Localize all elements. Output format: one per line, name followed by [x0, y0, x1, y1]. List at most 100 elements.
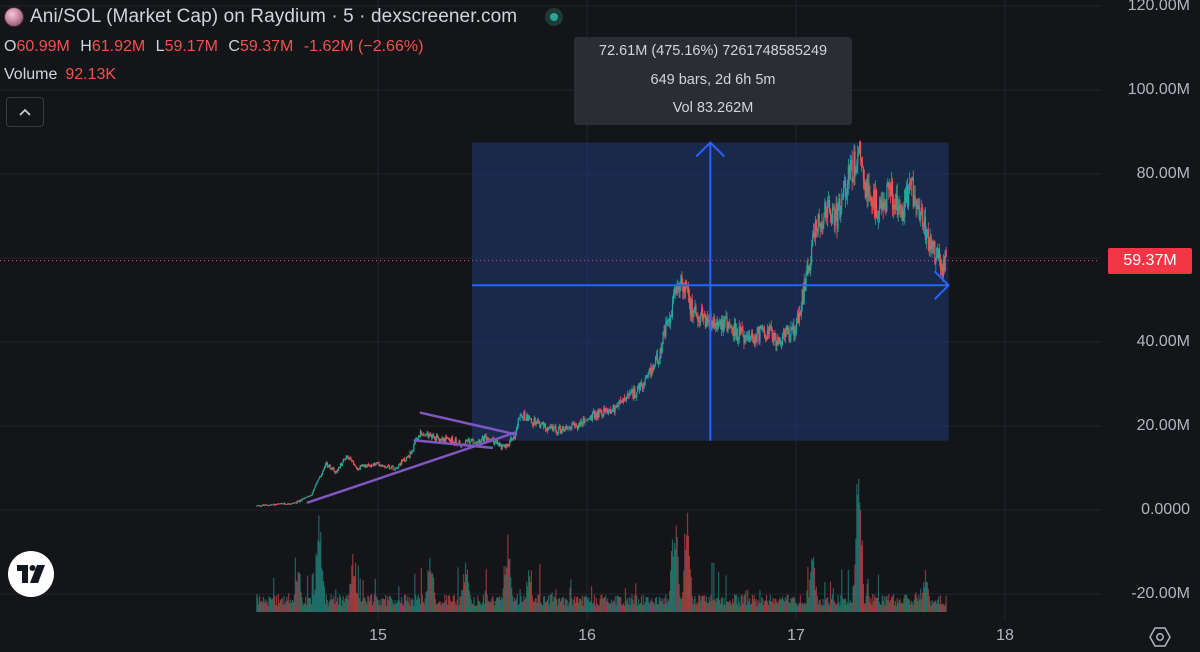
candle-body	[891, 181, 893, 196]
volume-bar	[477, 595, 479, 612]
volume-bar	[936, 603, 938, 612]
candle-body	[857, 153, 859, 165]
candle-body	[392, 465, 394, 470]
volume-bar	[791, 597, 793, 612]
candle-body	[599, 409, 601, 412]
volume-bar	[313, 595, 315, 612]
candle-body	[683, 286, 685, 293]
candle-body	[904, 189, 906, 218]
candle-body	[390, 466, 392, 469]
candle-body	[750, 333, 753, 338]
candle-body	[318, 478, 320, 481]
candle-body	[583, 418, 585, 423]
candle-body	[878, 206, 880, 215]
candle-body	[925, 229, 928, 241]
volume-bar	[855, 538, 857, 612]
volume-bar	[291, 600, 294, 612]
volume-bar	[603, 597, 605, 612]
candle-body	[314, 485, 316, 489]
candle-body	[734, 323, 737, 336]
volume-bar	[782, 599, 785, 612]
volume-bar	[699, 595, 701, 612]
tradingview-logo-icon[interactable]	[8, 551, 54, 597]
candle-body	[716, 322, 718, 328]
candle-body	[727, 322, 729, 332]
candle-body	[638, 383, 641, 391]
volume-bar	[838, 601, 840, 612]
candle-body	[560, 430, 563, 433]
candle-body	[588, 418, 590, 420]
candle-body	[616, 406, 618, 408]
candle-body	[656, 354, 659, 364]
candle-body	[257, 505, 259, 507]
volume-bar	[911, 602, 913, 612]
candle-body	[770, 325, 772, 329]
volume-bar	[401, 603, 404, 612]
volume-bar	[273, 578, 275, 612]
candle-body	[487, 437, 489, 440]
candle-body	[691, 299, 693, 317]
volume-bar	[524, 599, 526, 612]
volume-bar	[596, 603, 598, 612]
candle-body	[679, 285, 681, 290]
volume-bar	[346, 595, 348, 612]
candle-body	[511, 439, 514, 440]
candle-body	[443, 438, 445, 442]
volume-bar	[377, 600, 379, 612]
volume-bar	[302, 602, 304, 612]
candle-body	[451, 437, 454, 442]
volume-bar	[767, 604, 770, 612]
volume-bar	[815, 586, 817, 612]
candle-body	[622, 401, 624, 403]
candle-body	[320, 475, 322, 477]
candle-body	[603, 407, 605, 416]
volume-bar	[779, 597, 781, 612]
volume-bar	[387, 600, 390, 612]
volume-bar	[896, 597, 898, 612]
volume-bar	[929, 601, 931, 612]
volume-bar	[904, 594, 906, 612]
candle-body	[542, 422, 544, 424]
volume-bar	[540, 602, 542, 612]
volume-bar	[646, 597, 648, 612]
candle-body	[399, 463, 401, 465]
candle-body	[435, 435, 438, 442]
volume-bar	[781, 596, 784, 612]
volume-bar	[547, 595, 549, 612]
high-key: H	[80, 38, 92, 55]
volume-bar	[823, 605, 825, 612]
volume-bar	[327, 605, 329, 612]
volume-bar	[700, 600, 702, 612]
candle-body	[849, 162, 851, 180]
volume-bar	[808, 597, 810, 612]
volume-bar	[262, 596, 264, 612]
trend-line	[413, 439, 494, 450]
volume-bar	[891, 596, 893, 612]
candle-body	[692, 310, 694, 317]
volume-bar	[728, 602, 730, 612]
candle-body	[267, 505, 269, 507]
collapse-legend-button[interactable]	[6, 97, 44, 127]
volume-bar	[455, 605, 457, 612]
volume-bar	[636, 595, 638, 612]
volume-bar	[489, 601, 491, 612]
candle-body	[372, 463, 375, 466]
candle-body	[303, 498, 305, 500]
candle-body	[547, 427, 549, 431]
candle-body	[445, 436, 447, 442]
volume-bar	[589, 602, 591, 612]
volume-bar	[290, 599, 292, 612]
candle-body	[864, 184, 866, 198]
candle-body	[540, 424, 542, 428]
volume-bar	[713, 562, 715, 612]
volume-bar	[628, 596, 630, 612]
volume-bar	[438, 601, 440, 612]
candle-body	[730, 325, 732, 327]
settings-hex-icon[interactable]	[1148, 626, 1172, 648]
candle-body	[711, 320, 713, 326]
volume-bar	[673, 542, 675, 612]
candle-body	[382, 464, 384, 467]
volume-bar	[274, 595, 276, 612]
volume-bar	[308, 597, 311, 612]
